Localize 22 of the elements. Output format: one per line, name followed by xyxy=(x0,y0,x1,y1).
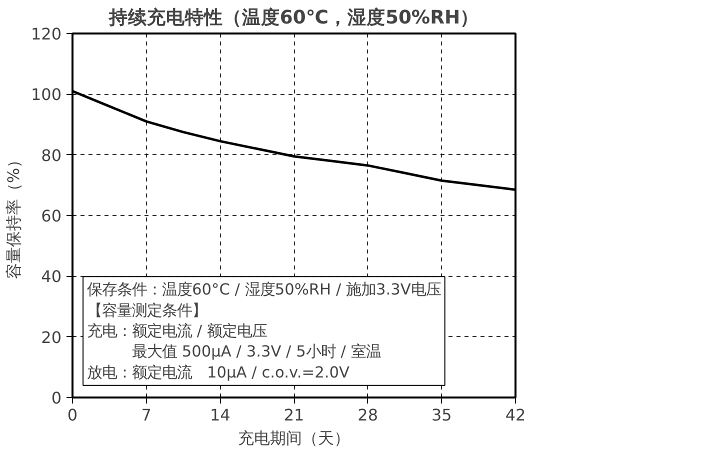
y-tick-label: 60 xyxy=(41,206,62,226)
x-tick-label: 21 xyxy=(284,406,304,424)
x-tick-label: 42 xyxy=(505,406,526,424)
x-tick-label: 35 xyxy=(431,406,452,424)
chart-title: 持续充电特性（温度60℃，湿度50%RH） xyxy=(108,6,480,28)
annotation: 最大值 500μA / 3.3V / 5小时 / 室温 xyxy=(87,342,381,361)
x-tick-label: 14 xyxy=(210,406,230,424)
x-axis-title: 充电期间（天） xyxy=(238,428,350,448)
annotation: 充电：额定电流 / 额定电压 xyxy=(87,322,267,340)
annotation: 放电：额定电流 10μA / c.o.v.=2.0V xyxy=(87,363,350,382)
y-tick-label: 0 xyxy=(51,388,62,408)
y-tick-label: 120 xyxy=(30,24,62,44)
annotation: 【容量测定条件】 xyxy=(87,301,208,320)
annotation: 保存条件：温度60°C / 湿度50%RH / 施加3.3V电压 xyxy=(87,280,441,299)
y-axis-title: 容量保持率（%） xyxy=(4,152,23,280)
y-tick-label: 80 xyxy=(41,146,62,165)
x-tick-label: 0 xyxy=(67,406,78,424)
y-tick-label: 40 xyxy=(41,267,62,286)
x-tick-label: 7 xyxy=(141,406,152,424)
x-tick-label: 28 xyxy=(358,406,378,424)
y-tick-label: 20 xyxy=(41,328,62,347)
y-tick-label: 100 xyxy=(30,85,62,104)
